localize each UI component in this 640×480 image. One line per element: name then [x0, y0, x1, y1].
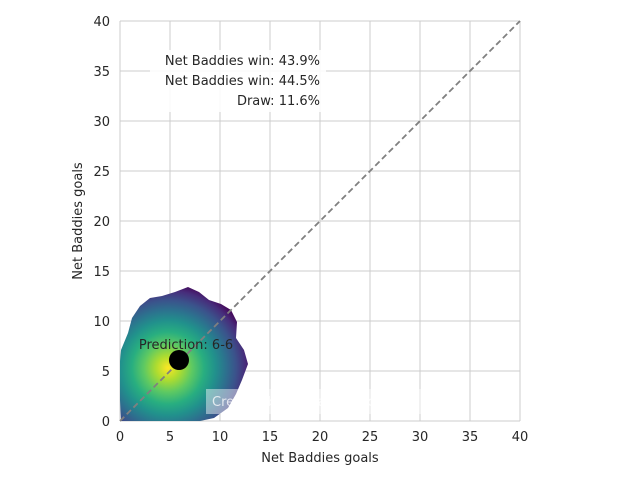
prediction-point	[169, 350, 189, 370]
watermark-box	[206, 389, 428, 414]
y-tick-label: 35	[93, 65, 110, 80]
probability-box	[150, 50, 326, 112]
prediction-label: Prediction: 6-6	[139, 338, 233, 353]
y-tick-label: 10	[93, 315, 110, 330]
x-tick-label: 25	[362, 430, 379, 445]
x-tick-label: 20	[312, 430, 329, 445]
x-tick-label: 40	[512, 430, 529, 445]
probability-line-1: Net Baddies win: 43.9%	[165, 54, 320, 69]
probability-annotation: Net Baddies win: 43.9% Net Baddies win: …	[150, 50, 326, 112]
y-tick-label: 5	[102, 365, 110, 380]
y-tick-label: 40	[93, 15, 110, 30]
y-tick-label: 20	[93, 215, 110, 230]
y-tick-labels: 0 5 10 15 20 25 30 35 40	[93, 15, 110, 430]
x-tick-label: 10	[212, 430, 229, 445]
x-tick-label: 30	[412, 430, 429, 445]
watermark-text: Created by Michael Nefiodovas	[212, 395, 414, 410]
y-tick-label: 30	[93, 115, 110, 130]
x-tick-label: 5	[166, 430, 174, 445]
x-tick-label: 0	[116, 430, 124, 445]
y-tick-label: 0	[102, 415, 110, 430]
y-tick-label: 15	[93, 265, 110, 280]
y-axis-label: Net Baddies goals	[71, 162, 86, 280]
x-tick-label: 15	[262, 430, 279, 445]
diagonal-reference-line	[119, 20, 521, 422]
probability-line-3: Draw: 11.6%	[237, 94, 320, 109]
x-tick-label: 35	[462, 430, 479, 445]
x-axis-label: Net Baddies goals	[261, 451, 379, 466]
watermark: Created by Michael Nefiodovas	[206, 389, 428, 414]
probability-line-2: Net Baddies win: 44.5%	[165, 74, 320, 89]
y-tick-label: 25	[93, 165, 110, 180]
x-tick-labels: 0 5 10 15 20 25 30 35 40	[116, 430, 528, 445]
